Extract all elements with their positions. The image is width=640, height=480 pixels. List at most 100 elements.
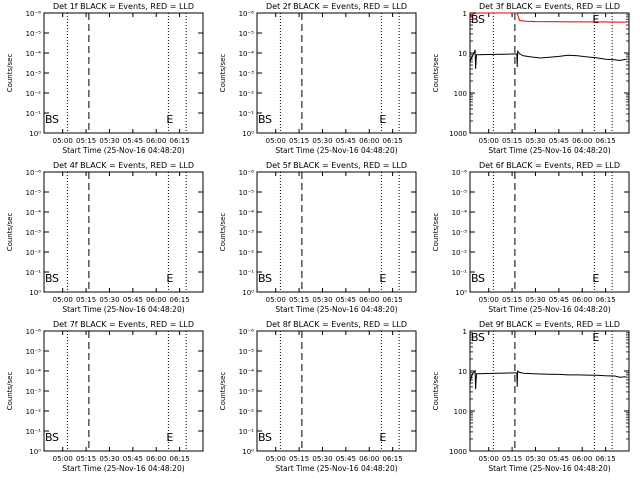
x-tick-label: 05:45	[336, 296, 356, 304]
y-tick-label: 10⁻⁶	[26, 10, 42, 18]
marker-letter-e: E	[166, 431, 173, 444]
y-tick-label: 10⁻⁶	[239, 10, 255, 18]
x-tick-label: 06:00	[572, 455, 592, 463]
x-tick-label: 05:45	[336, 455, 356, 463]
y-tick-label: 10⁻¹	[239, 269, 255, 277]
x-tick-label: 05:15	[502, 455, 522, 463]
x-tick-label: 06:15	[170, 137, 190, 145]
y-tick-label: 10⁻⁶	[239, 169, 255, 177]
y-tick-label: 10⁻³	[26, 388, 42, 396]
x-axis-label: Start Time (25-Nov-16 04:48:20)	[275, 146, 397, 155]
y-tick-label: 10⁻⁵	[239, 30, 255, 38]
x-tick-label: 05:30	[99, 455, 119, 463]
y-tick-label: 10⁻²	[26, 408, 42, 416]
y-tick-label: 10⁻³	[452, 229, 468, 237]
y-tick-label: 10⁻²	[452, 249, 468, 257]
x-axis-label: Start Time (25-Nov-16 04:48:20)	[488, 305, 610, 314]
y-tick-label: 100	[454, 90, 467, 98]
x-tick-label: 06:15	[170, 296, 190, 304]
y-tick-label: 10⁰	[29, 130, 41, 138]
marker-letter-b: B	[45, 113, 53, 126]
panel-det-6f: Det 6f BLACK = Events, RED = LLD 05:00 05:…	[432, 161, 630, 314]
marker-letter-b: B	[45, 431, 53, 444]
x-tick-label: 06:00	[572, 296, 592, 304]
x-tick-label: 05:15	[502, 137, 522, 145]
plot-frame	[469, 12, 630, 134]
y-tick-label: 10⁻⁴	[26, 50, 42, 58]
y-tick-label: 10⁰	[29, 448, 41, 456]
marker-letter-b: B	[45, 272, 53, 285]
x-tick-label: 05:15	[289, 296, 309, 304]
y-tick-label: 10⁻⁴	[239, 50, 255, 58]
y-tick-label: 10⁻⁴	[26, 368, 42, 376]
x-tick-label: 05:30	[312, 137, 332, 145]
marker-letter-b: B	[258, 272, 266, 285]
x-axis-label: Start Time (25-Nov-16 04:48:20)	[62, 146, 184, 155]
x-tick-label: 05:45	[123, 455, 143, 463]
y-tick-label: 10⁰	[242, 130, 254, 138]
y-tick-label: 10⁻⁵	[452, 189, 468, 197]
x-tick-label: 05:00	[266, 455, 286, 463]
x-tick-label: 05:00	[479, 296, 499, 304]
x-tick-label: 06:00	[146, 296, 166, 304]
y-tick-label: 10⁻⁴	[239, 209, 255, 217]
panel-title: Det 7f BLACK = Events, RED = LLD	[53, 320, 194, 329]
y-tick-label: 10⁻²	[26, 90, 42, 98]
marker-letter-s: S	[478, 331, 485, 344]
x-tick-label: 05:30	[312, 296, 332, 304]
marker-letter-b: B	[258, 431, 266, 444]
x-tick-label: 05:30	[525, 296, 545, 304]
x-tick-label: 05:15	[289, 137, 309, 145]
x-tick-label: 05:15	[76, 296, 96, 304]
y-tick-label: 10⁰	[242, 448, 254, 456]
y-tick-label: 10⁰	[242, 289, 254, 297]
marker-letter-e: E	[166, 113, 173, 126]
y-tick-label: 1	[463, 328, 467, 336]
y-axis-label: Counts/sec	[219, 372, 227, 411]
y-tick-label: 10⁻²	[239, 408, 255, 416]
x-tick-label: 05:45	[123, 296, 143, 304]
x-axis-label: Start Time (25-Nov-16 04:48:20)	[62, 464, 184, 473]
x-tick-label: 05:00	[53, 137, 73, 145]
marker-letter-b: B	[471, 13, 479, 26]
x-tick-label: 06:00	[359, 455, 379, 463]
x-tick-label: 05:45	[336, 137, 356, 145]
marker-letter-s: S	[265, 431, 272, 444]
marker-letter-e: E	[592, 272, 599, 285]
x-tick-label: 05:00	[266, 296, 286, 304]
marker-letter-e: E	[592, 331, 599, 344]
y-tick-label: 10⁻³	[239, 229, 255, 237]
x-axis-label: Start Time (25-Nov-16 04:48:20)	[275, 464, 397, 473]
x-tick-label: 05:15	[76, 455, 96, 463]
x-tick-label: 06:00	[572, 137, 592, 145]
panel-title: Det 4f BLACK = Events, RED = LLD	[53, 161, 194, 170]
y-tick-label: 10⁻⁵	[239, 189, 255, 197]
panel-title: Det 8f BLACK = Events, RED = LLD	[266, 320, 407, 329]
panel-title: Det 6f BLACK = Events, RED = LLD	[479, 161, 620, 170]
x-axis-label: Start Time (25-Nov-16 04:48:20)	[275, 305, 397, 314]
y-tick-label: 10⁻¹	[239, 110, 255, 118]
plot-frame	[469, 330, 630, 452]
marker-letter-s: S	[265, 272, 272, 285]
marker-letter-e: E	[379, 272, 386, 285]
x-tick-label: 06:00	[359, 296, 379, 304]
marker-letter-b: B	[258, 113, 266, 126]
y-tick-label: 10⁻⁵	[26, 189, 42, 197]
y-tick-label: 10⁻¹	[26, 269, 42, 277]
y-tick-label: 10⁻⁵	[239, 348, 255, 356]
x-tick-label: 05:00	[53, 455, 73, 463]
series-lld-line	[469, 12, 627, 23]
panel-title: Det 3f BLACK = Events, RED = LLD	[479, 2, 620, 11]
marker-letter-s: S	[478, 13, 485, 26]
panel-title: Det 1f BLACK = Events, RED = LLD	[53, 2, 194, 11]
x-tick-label: 05:30	[525, 455, 545, 463]
series-events-line	[469, 369, 627, 390]
y-tick-label: 10⁰	[29, 289, 41, 297]
y-tick-label: 10⁻⁶	[26, 169, 42, 177]
